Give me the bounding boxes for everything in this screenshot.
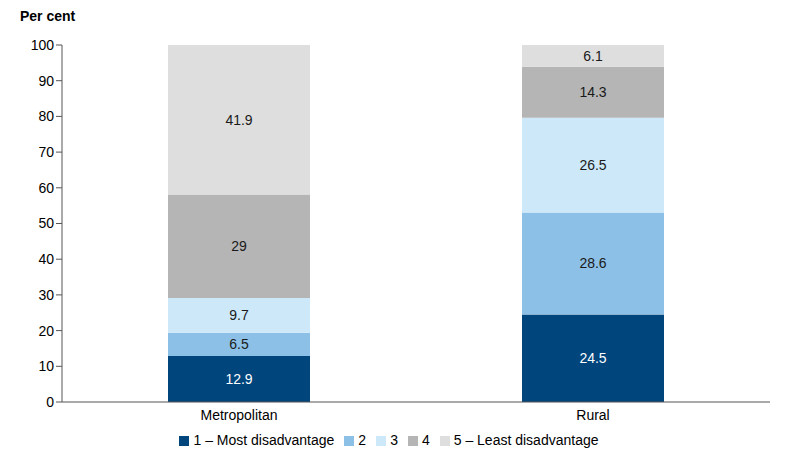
html-text:2: 2 bbox=[358, 432, 367, 448]
svg-text:6.5: 6.5 bbox=[229, 336, 249, 352]
svg-text:100: 100 bbox=[31, 37, 55, 53]
svg-text:28.6: 28.6 bbox=[579, 255, 606, 271]
svg-text:40: 40 bbox=[38, 251, 54, 267]
svg-text:70: 70 bbox=[38, 144, 54, 160]
svg-text:29: 29 bbox=[231, 238, 247, 254]
html-text:5 – Least disadvantage: 5 – Least disadvantage bbox=[453, 432, 599, 448]
svg-text:26.5: 26.5 bbox=[579, 157, 606, 173]
html-text:Per cent: Per cent bbox=[20, 8, 76, 24]
svg-text:41.9: 41.9 bbox=[225, 112, 252, 128]
svg-text:Rural: Rural bbox=[576, 407, 609, 423]
svg-text:90: 90 bbox=[38, 73, 54, 89]
svg-text:60: 60 bbox=[38, 180, 54, 196]
svg-text:20: 20 bbox=[38, 323, 54, 339]
html-text:4: 4 bbox=[421, 432, 430, 448]
svg-text:Metropolitan: Metropolitan bbox=[200, 407, 277, 423]
svg-text:30: 30 bbox=[38, 287, 54, 303]
svg-text:50: 50 bbox=[38, 215, 54, 231]
svg-text:12.9: 12.9 bbox=[225, 371, 252, 387]
svg-text:14.3: 14.3 bbox=[579, 84, 606, 100]
svg-text:10: 10 bbox=[38, 358, 54, 374]
svg-text:9.7: 9.7 bbox=[229, 307, 249, 323]
svg-text:80: 80 bbox=[38, 108, 54, 124]
html-text:1 – Most disadvantage: 1 – Most disadvantage bbox=[193, 432, 335, 448]
svg-text:24.5: 24.5 bbox=[579, 350, 606, 366]
svg-text:0: 0 bbox=[46, 394, 54, 410]
html-text:3: 3 bbox=[390, 432, 398, 448]
svg-text:6.1: 6.1 bbox=[583, 48, 603, 64]
